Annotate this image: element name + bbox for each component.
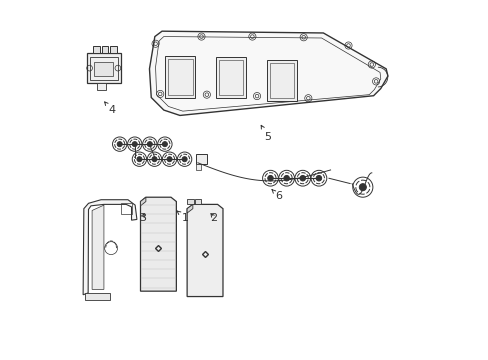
Text: 6: 6	[271, 190, 282, 201]
Ellipse shape	[117, 141, 122, 147]
Bar	[102, 46, 108, 53]
Text: 3: 3	[139, 213, 145, 222]
Bar	[94, 62, 112, 76]
Polygon shape	[149, 31, 387, 116]
Text: 5: 5	[261, 125, 271, 142]
Polygon shape	[187, 204, 192, 213]
Polygon shape	[85, 293, 110, 300]
Ellipse shape	[316, 175, 321, 181]
Text: 1: 1	[177, 211, 188, 222]
Polygon shape	[164, 56, 195, 98]
Text: 4: 4	[104, 102, 115, 115]
Ellipse shape	[300, 175, 305, 181]
Bar	[89, 57, 118, 80]
Ellipse shape	[152, 157, 157, 162]
Polygon shape	[86, 53, 121, 83]
Bar	[194, 199, 201, 204]
Polygon shape	[83, 200, 137, 295]
Polygon shape	[140, 197, 145, 206]
Polygon shape	[92, 205, 104, 289]
Ellipse shape	[132, 141, 137, 147]
Ellipse shape	[167, 157, 172, 162]
Ellipse shape	[137, 157, 142, 162]
Polygon shape	[266, 60, 297, 101]
Ellipse shape	[162, 141, 167, 147]
Bar	[93, 46, 100, 53]
Polygon shape	[187, 204, 223, 297]
Ellipse shape	[182, 157, 187, 162]
Bar	[196, 154, 206, 164]
Bar	[187, 199, 194, 204]
Ellipse shape	[359, 184, 366, 191]
Ellipse shape	[147, 141, 152, 147]
Polygon shape	[140, 197, 176, 291]
Polygon shape	[215, 57, 246, 98]
Bar	[97, 83, 106, 90]
Bar	[110, 46, 117, 53]
Ellipse shape	[267, 175, 273, 181]
Ellipse shape	[284, 175, 289, 181]
Bar	[196, 163, 201, 170]
Bar	[121, 203, 131, 214]
Text: 2: 2	[210, 213, 217, 222]
